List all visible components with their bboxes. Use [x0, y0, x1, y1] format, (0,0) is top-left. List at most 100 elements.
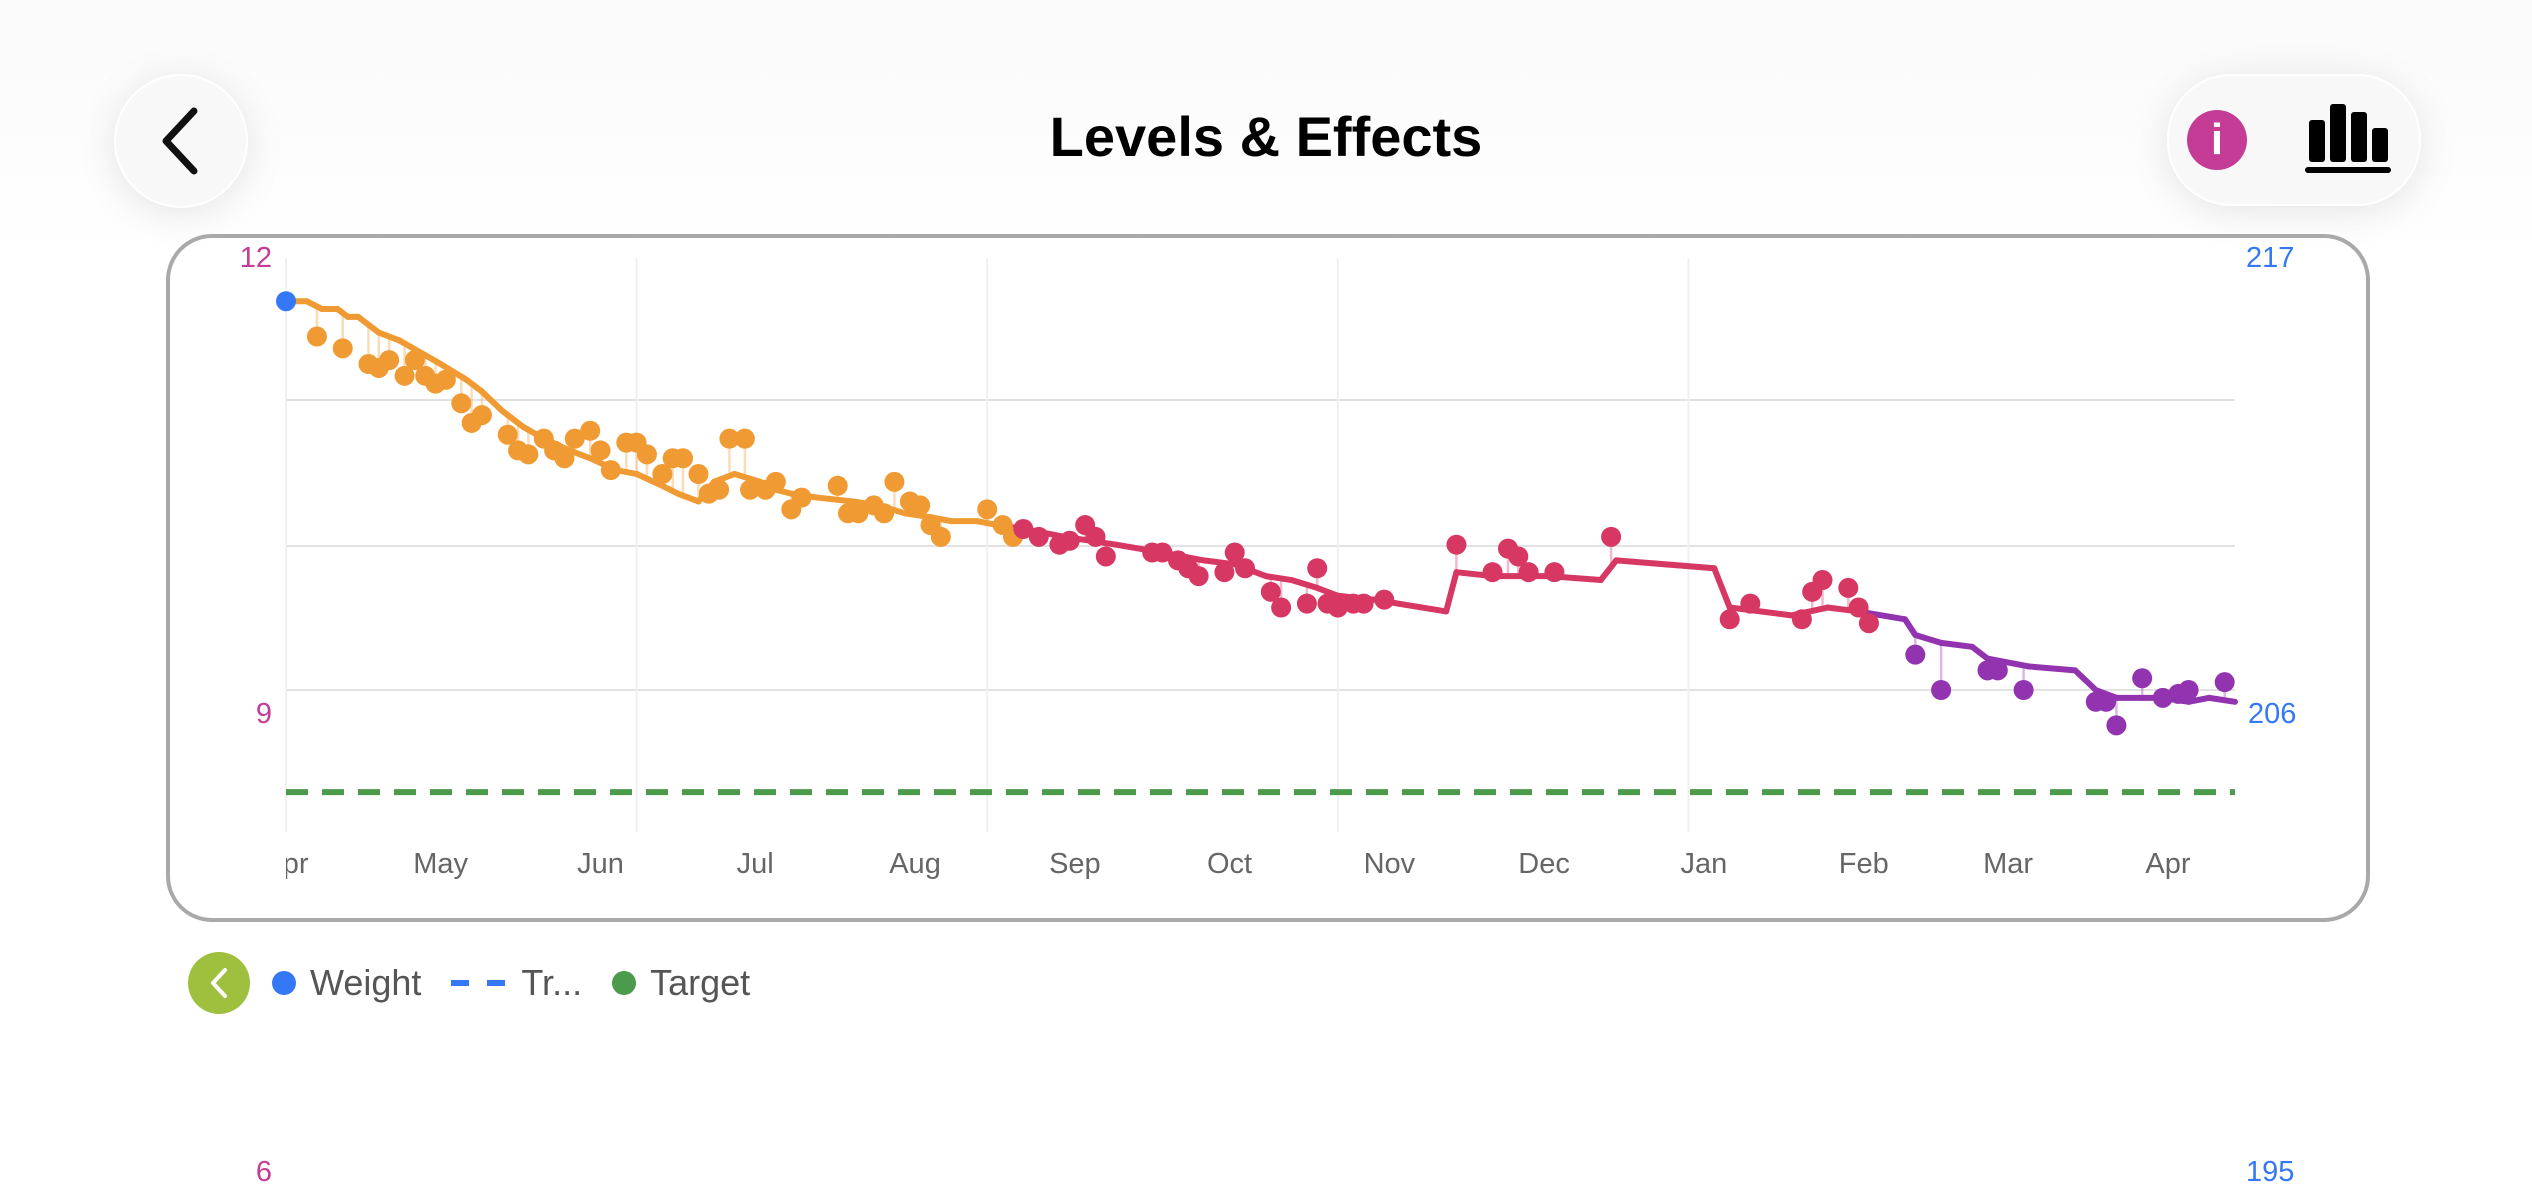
weight-point [1224, 542, 1245, 563]
trend-line-segment [2072, 667, 2099, 693]
next-chart-left-tick: 6 [255, 1156, 272, 1188]
trend-line-segment [2206, 694, 2238, 705]
trend-line-segment [1314, 584, 1341, 599]
trend-line-segment [437, 361, 470, 383]
weight-point [1260, 581, 1281, 602]
weight-point [435, 369, 456, 390]
weight-dot-icon [272, 971, 296, 995]
trend-line-segment [478, 388, 506, 415]
weight-point [497, 424, 518, 445]
weight-point [734, 428, 755, 449]
weight-point [1095, 546, 1116, 567]
weight-point [1374, 589, 1395, 610]
left-axis-tick: 12 [239, 242, 272, 274]
weight-point [2096, 691, 2117, 712]
trend-line-segment [1902, 616, 1919, 639]
weight-point [673, 448, 694, 469]
weight-point [1214, 562, 1235, 583]
weight-point [590, 440, 611, 461]
trend-line-segment [499, 408, 527, 430]
weight-point [2152, 687, 2173, 708]
trend-line-segment [731, 471, 764, 485]
x-axis-label: Sep [1049, 848, 1101, 880]
page-title: Levels & Effects [1049, 105, 1483, 168]
weight-point [518, 444, 539, 465]
weight-point [600, 460, 621, 481]
trend-line-segment [1912, 632, 1945, 646]
x-axis-label: Oct [1207, 848, 1253, 880]
x-axis-label: Apr [263, 848, 309, 880]
next-chart-right-tick: 195 [2246, 1156, 2295, 1188]
weight-point [1013, 518, 1034, 539]
trend-line-segment [417, 349, 444, 368]
trend-line-segment [1597, 557, 1620, 584]
legend-item-target[interactable]: Target [612, 962, 750, 1004]
weight-point [1188, 566, 1209, 587]
trend-line-segment [1726, 604, 1795, 619]
right-axis-tick: 217 [2246, 242, 2295, 274]
weight-point [709, 479, 730, 500]
weight-point [1028, 526, 1049, 547]
weight-point [2106, 715, 2127, 736]
trend-line-segment [1938, 639, 1976, 650]
weight-point [1838, 577, 1859, 598]
info-button[interactable]: i [2187, 110, 2247, 170]
weight-point [2013, 680, 2034, 700]
weight-point [1059, 530, 1080, 551]
weight-point [379, 350, 400, 371]
trend-line-segment [355, 313, 382, 336]
weight-point [580, 420, 601, 441]
x-axis-label: Apr [2145, 848, 2191, 880]
x-axis-label: Mar [1983, 848, 2034, 880]
legend-item-weight[interactable]: Weight [272, 962, 421, 1004]
trend-line-segment [633, 471, 666, 489]
back-button[interactable] [114, 74, 248, 208]
weight-point [1544, 562, 1565, 583]
weight-point [1518, 562, 1539, 583]
weight-point [1905, 644, 1926, 665]
x-axis-label: Dec [1518, 848, 1570, 880]
target-dot-icon [612, 971, 637, 995]
weight-point [874, 503, 895, 524]
weight-point [688, 464, 709, 484]
trend-line-segment [2025, 663, 2079, 674]
weight-point [471, 405, 492, 426]
weight-point [1327, 597, 1348, 618]
legend-collapse-button[interactable] [188, 952, 250, 1014]
x-axis-label: Jul [736, 848, 774, 880]
trend-line-segment [375, 329, 403, 344]
weight-point [652, 464, 673, 484]
weight-point [1858, 613, 1879, 634]
legend-item-trend[interactable]: Tr... [451, 962, 582, 1004]
weight-point [1271, 597, 1292, 618]
weight-point [765, 471, 786, 492]
weight-point [306, 326, 327, 347]
weight-point [884, 471, 905, 492]
bar-chart-icon[interactable] [2305, 104, 2391, 174]
weight-point [1085, 526, 1106, 547]
trend-line-segment [1711, 565, 1733, 611]
trend-line-segment [463, 376, 485, 395]
left-axis-tick: 9 [255, 698, 272, 730]
trend-line-segment [1969, 643, 1991, 662]
weight-point [2178, 680, 2199, 700]
weight-point [1931, 680, 1952, 700]
trend-line-segment [1613, 557, 1718, 572]
weight-point [1601, 526, 1622, 547]
chevron-left-icon [162, 107, 198, 175]
x-axis-label: Aug [889, 848, 941, 880]
x-axis-label: Nov [1363, 848, 1416, 880]
trend-line-segment [2185, 694, 2213, 705]
trend-dash-icon [451, 980, 506, 986]
x-axis-label: Jun [577, 848, 624, 880]
start-marker [276, 291, 296, 312]
trend-line-segment [566, 447, 594, 462]
chevron-left-icon [211, 968, 227, 998]
weight-point [977, 499, 998, 520]
legend-label: Target [650, 962, 751, 1003]
weight-point [404, 350, 425, 371]
weight-point [791, 487, 812, 508]
weight-point [1812, 570, 1833, 591]
weight-point [1482, 562, 1503, 583]
